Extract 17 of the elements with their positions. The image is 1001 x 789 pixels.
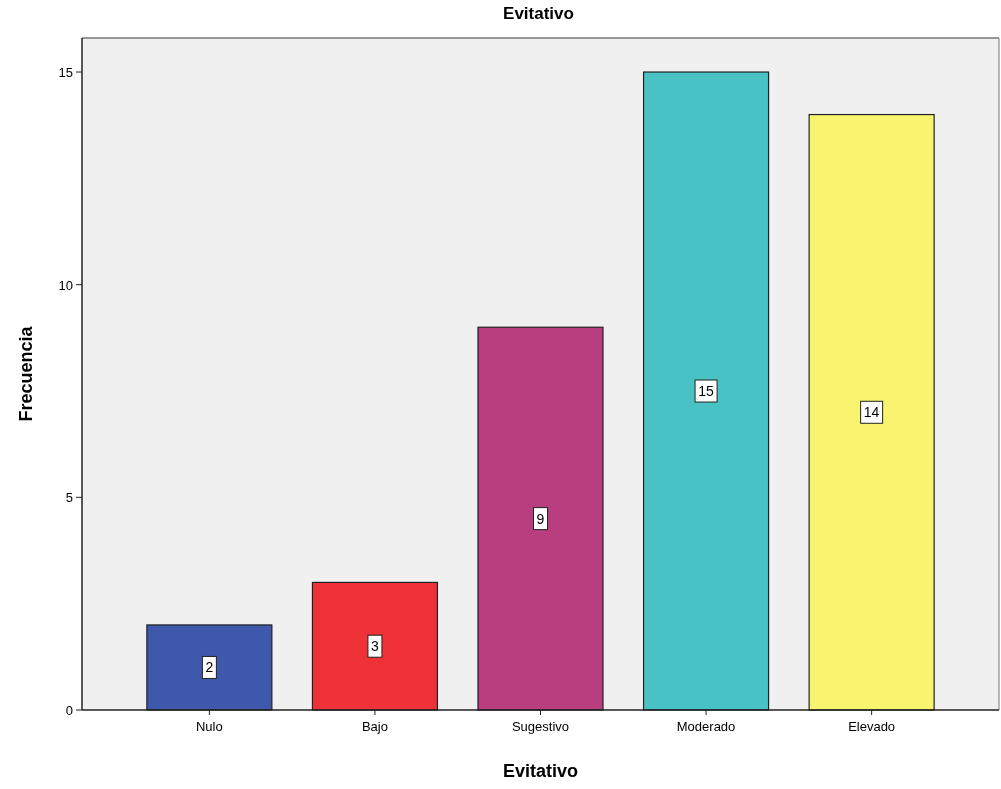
y-axis-title: Frecuencia (16, 325, 36, 422)
y-tick-label: 0 (65, 703, 73, 718)
y-tick-label: 15 (58, 65, 73, 81)
x-tick-label: Elevado (848, 719, 896, 734)
x-tick-label: Nulo (195, 719, 223, 734)
y-tick-label: 10 (58, 277, 73, 293)
data-label: 9 (536, 510, 545, 527)
data-label: 14 (863, 404, 880, 421)
x-axis-title: Evitativo (502, 761, 579, 781)
x-tick-label: Sugestivo (511, 719, 570, 734)
x-tick-label: Bajo (361, 719, 388, 734)
data-label: 3 (371, 638, 380, 655)
x-tick-label: Moderado (676, 719, 736, 734)
data-label: 2 (205, 659, 214, 676)
data-label: 15 (698, 383, 715, 400)
chart-title: Evitativo (503, 4, 574, 23)
y-tick-label: 5 (65, 490, 73, 506)
